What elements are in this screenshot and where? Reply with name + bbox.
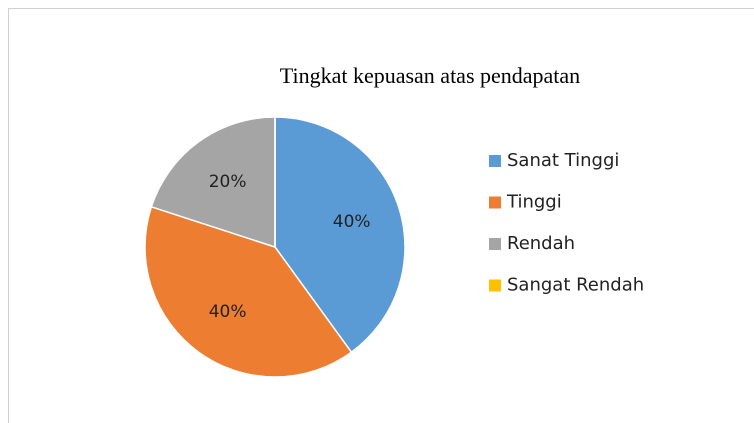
pie-slice [144, 205, 353, 378]
legend-label: Rendah [507, 233, 575, 254]
legend-swatch [489, 238, 501, 250]
legend-label: Tinggi [506, 192, 562, 213]
legend-swatch [489, 196, 501, 209]
chart-title: Tingkat kepuasan atas pendapatan [280, 63, 580, 88]
data-label: 40% [209, 302, 247, 322]
data-label: 40% [333, 212, 371, 232]
legend-label: Sangat Rendah [507, 275, 644, 296]
data-label: 20% [209, 172, 247, 192]
legend-swatch [489, 155, 501, 167]
pie-slice [150, 116, 276, 249]
legend-label: Sanat Tinggi [507, 150, 619, 171]
pie-slice [274, 116, 406, 354]
legend-swatch [489, 279, 501, 292]
